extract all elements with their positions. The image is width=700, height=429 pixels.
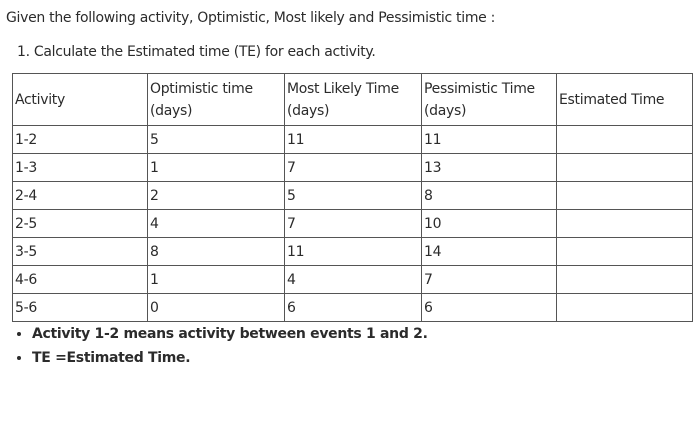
table-cell: 11 xyxy=(284,125,422,154)
header-cell: Estimated Time xyxy=(556,73,693,126)
table-row: 5-6 0 6 6 xyxy=(12,293,693,322)
table-cell: 11 xyxy=(421,125,557,154)
header-line: (days) xyxy=(424,102,467,119)
table-cell: 3-5 xyxy=(12,237,148,266)
empty-cell xyxy=(556,181,693,210)
header-cell: Most Likely Time (days) xyxy=(284,73,422,126)
activity-table: Activity Optimistic time (days) Most Likely… xyxy=(12,73,693,322)
intro-text: Given the following activity, Optimistic… xyxy=(6,10,496,26)
header-line: Pessimistic Time xyxy=(424,80,535,97)
table-body: Activity Optimistic time (days) Most Likely… xyxy=(12,73,693,322)
question-text: 1. Calculate the Estimated time (TE) for… xyxy=(17,44,376,60)
table-cell: 8 xyxy=(421,181,557,210)
table-cell: 6 xyxy=(284,293,422,322)
table-cell: 5-6 xyxy=(12,293,148,322)
header-line: (days) xyxy=(150,102,193,119)
table-cell: 2 xyxy=(147,181,285,210)
header-cell: Optimistic time (days) xyxy=(147,73,285,126)
table-row: 2-5 4 7 10 xyxy=(12,209,693,238)
header-line: Activity xyxy=(15,91,65,108)
table-cell: 7 xyxy=(284,209,422,238)
table-cell: 4 xyxy=(284,265,422,294)
header-row: Activity Optimistic time (days) Most Likely… xyxy=(12,73,693,126)
table-row: 1-3 1 7 13 xyxy=(12,153,693,182)
table-row: 3-5 8 11 14 xyxy=(12,237,693,266)
header-cell: Activity xyxy=(12,73,148,126)
table-cell: 10 xyxy=(421,209,557,238)
empty-cell xyxy=(556,125,693,154)
notes-list: Activity 1-2 means activity between even… xyxy=(0,322,428,370)
header-line: Most Likely Time xyxy=(287,80,399,97)
note-item: TE =Estimated Time. xyxy=(32,346,428,370)
table-cell: 1-2 xyxy=(12,125,148,154)
table-row: 4-6 1 4 7 xyxy=(12,265,693,294)
note-item: Activity 1-2 means activity between even… xyxy=(32,322,428,346)
table-cell: 4 xyxy=(147,209,285,238)
header-line: (days) xyxy=(287,102,330,119)
table-cell: 5 xyxy=(284,181,422,210)
header-cell: Pessimistic Time (days) xyxy=(421,73,557,126)
table-cell: 2-4 xyxy=(12,181,148,210)
empty-cell xyxy=(556,265,693,294)
table-cell: 5 xyxy=(147,125,285,154)
table-cell: 6 xyxy=(421,293,557,322)
table-cell: 8 xyxy=(147,237,285,266)
table-cell: 7 xyxy=(421,265,557,294)
table-row: 2-4 2 5 8 xyxy=(12,181,693,210)
table-cell: 11 xyxy=(284,237,422,266)
table-cell: 13 xyxy=(421,153,557,182)
empty-cell xyxy=(556,209,693,238)
table-cell: 1 xyxy=(147,153,285,182)
empty-cell xyxy=(556,237,693,266)
empty-cell xyxy=(556,293,693,322)
header-line: Estimated Time xyxy=(559,91,665,108)
table-cell: 2-5 xyxy=(12,209,148,238)
header-line: Optimistic time xyxy=(150,80,253,97)
empty-cell xyxy=(556,153,693,182)
table-cell: 7 xyxy=(284,153,422,182)
table-cell: 1-3 xyxy=(12,153,148,182)
table-cell: 1 xyxy=(147,265,285,294)
table-cell: 4-6 xyxy=(12,265,148,294)
table-cell: 0 xyxy=(147,293,285,322)
table-cell: 14 xyxy=(421,237,557,266)
table-row: 1-2 5 11 11 xyxy=(12,125,693,154)
